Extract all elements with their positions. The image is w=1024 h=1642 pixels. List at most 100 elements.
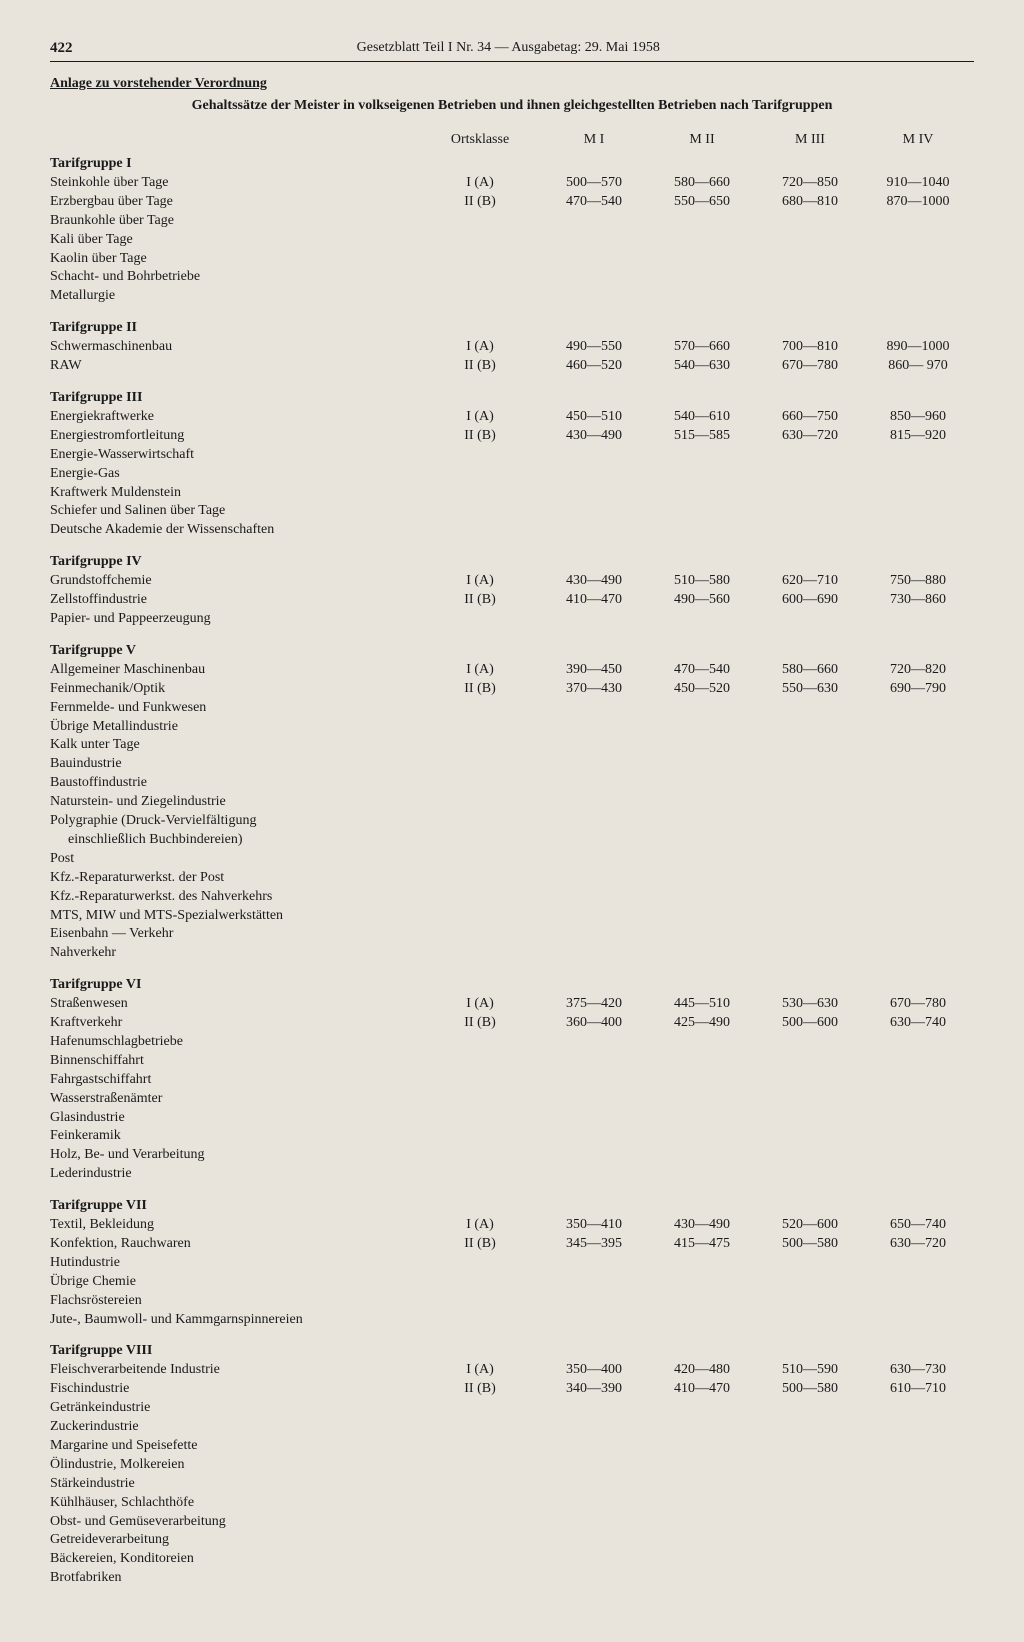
ortsklasse-column: I (A)II (B) — [420, 995, 540, 1184]
salary-range: 630—730 — [864, 1361, 972, 1380]
item-line: Bäckereien, Konditoreien — [50, 1550, 420, 1569]
salary-range: 815—920 — [864, 427, 972, 446]
salary-range: 370—430 — [540, 680, 648, 699]
items-column: Fleischverarbeitende IndustrieFischindus… — [50, 1361, 420, 1588]
m-column: 490—550460—520 — [540, 338, 648, 376]
group-title: Tarifgruppe I — [50, 156, 974, 172]
m-column: 620—710600—690 — [756, 572, 864, 629]
salary-range: 540—610 — [648, 408, 756, 427]
item-line: Textil, Bekleidung — [50, 1216, 420, 1235]
ortsklasse-value: I (A) — [420, 995, 540, 1014]
m-column: 670—780630—740 — [864, 995, 972, 1184]
salary-range: 470—540 — [648, 661, 756, 680]
data-column: I (A)II (B)490—550460—520570—660540—6307… — [420, 338, 972, 376]
m-column: 890—1000860— 970 — [864, 338, 972, 376]
group-body: StraßenwesenKraftverkehrHafenumschlagbet… — [50, 995, 974, 1184]
group-title: Tarifgruppe V — [50, 643, 974, 659]
items-column: EnergiekraftwerkeEnergiestromfortleitung… — [50, 408, 420, 540]
tarif-group: Tarifgruppe II SchwermaschinenbauRAWI (A)… — [50, 320, 974, 376]
m-column: 720—850680—810 — [756, 174, 864, 306]
item-line: Hutindustrie — [50, 1254, 420, 1273]
ortsklasse-value: I (A) — [420, 661, 540, 680]
items-column: Steinkohle über TageErzbergbau über Tage… — [50, 174, 420, 306]
salary-range: 500—600 — [756, 1014, 864, 1033]
m-column: 420—480410—470 — [648, 1361, 756, 1588]
item-line: Binnenschiffahrt — [50, 1052, 420, 1071]
item-line: Fahrgastschiffahrt — [50, 1071, 420, 1090]
salary-range: 390—450 — [540, 661, 648, 680]
ortsklasse-column: I (A)II (B) — [420, 174, 540, 306]
item-line: Straßenwesen — [50, 995, 420, 1014]
salary-range: 670—780 — [756, 357, 864, 376]
salary-range: 680—810 — [756, 193, 864, 212]
item-line: Ölindustrie, Molkereien — [50, 1456, 420, 1475]
salary-range: 425—490 — [648, 1014, 756, 1033]
ortsklasse-value: II (B) — [420, 1014, 540, 1033]
salary-range: 650—740 — [864, 1216, 972, 1235]
item-line: Getränkeindustrie — [50, 1399, 420, 1418]
salary-range: 670—780 — [864, 995, 972, 1014]
item-line: Fernmelde- und Funkwesen — [50, 699, 420, 718]
m-column: 530—630500—600 — [756, 995, 864, 1184]
item-line: Kfz.-Reparaturwerkst. des Nahverkehrs — [50, 888, 420, 907]
col-ortsklasse: Ortsklasse — [420, 132, 540, 148]
m-column: 430—490410—470 — [540, 572, 648, 629]
m-column: 350—410345—395 — [540, 1216, 648, 1329]
item-line: Zuckerindustrie — [50, 1418, 420, 1437]
tarif-group: Tarifgruppe III EnergiekraftwerkeEnergies… — [50, 390, 974, 540]
salary-range: 630—720 — [756, 427, 864, 446]
item-line: Erzbergbau über Tage — [50, 193, 420, 212]
salary-range: 410—470 — [540, 591, 648, 610]
salary-range: 600—690 — [756, 591, 864, 610]
item-line: Polygraphie (Druck-Vervielfältigung — [50, 812, 420, 831]
salary-range: 580—660 — [756, 661, 864, 680]
group-title: Tarifgruppe III — [50, 390, 974, 406]
item-line: MTS, MIW und MTS-Spezialwerkstätten — [50, 907, 420, 926]
item-line: Margarine und Speisefette — [50, 1437, 420, 1456]
m-column: 430—490415—475 — [648, 1216, 756, 1329]
data-column: I (A)II (B)500—570470—540580—660550—6507… — [420, 174, 972, 306]
item-line: Kaolin über Tage — [50, 250, 420, 269]
items-column: GrundstoffchemieZellstoffindustriePapier… — [50, 572, 420, 629]
item-line: Kalk unter Tage — [50, 736, 420, 755]
item-line: Fischindustrie — [50, 1380, 420, 1399]
m-column: 390—450370—430 — [540, 661, 648, 963]
ortsklasse-value: I (A) — [420, 1361, 540, 1380]
m-column: 500—570470—540 — [540, 174, 648, 306]
group-title: Tarifgruppe II — [50, 320, 974, 336]
salary-range: 870—1000 — [864, 193, 972, 212]
salary-range: 580—660 — [648, 174, 756, 193]
ortsklasse-value: I (A) — [420, 408, 540, 427]
salary-range: 350—400 — [540, 1361, 648, 1380]
item-line: Glasindustrie — [50, 1109, 420, 1128]
ortsklasse-value: II (B) — [420, 591, 540, 610]
item-line: Stärkeindustrie — [50, 1475, 420, 1494]
item-line: Kali über Tage — [50, 231, 420, 250]
item-line: Schiefer und Salinen über Tage — [50, 502, 420, 521]
salary-range: 500—580 — [756, 1380, 864, 1399]
m-column: 580—660550—630 — [756, 661, 864, 963]
item-line: Brotfabriken — [50, 1569, 420, 1588]
item-line: Kraftwerk Muldenstein — [50, 484, 420, 503]
salary-range: 610—710 — [864, 1380, 972, 1399]
salary-range: 375—420 — [540, 995, 648, 1014]
group-body: Steinkohle über TageErzbergbau über Tage… — [50, 174, 974, 306]
item-line: Obst- und Gemüseverarbeitung — [50, 1513, 420, 1532]
data-column: I (A)II (B)350—400340—390420—480410—4705… — [420, 1361, 972, 1588]
items-column: SchwermaschinenbauRAW — [50, 338, 420, 376]
ortsklasse-value: I (A) — [420, 174, 540, 193]
ortsklasse-column: I (A)II (B) — [420, 1361, 540, 1588]
salary-range: 460—520 — [540, 357, 648, 376]
m-column: 450—510430—490 — [540, 408, 648, 540]
ortsklasse-value: II (B) — [420, 1380, 540, 1399]
item-line: Jute-, Baumwoll- und Kammgarnspinnereien — [50, 1311, 420, 1330]
salary-range: 660—750 — [756, 408, 864, 427]
salary-range: 540—630 — [648, 357, 756, 376]
salary-range: 350—410 — [540, 1216, 648, 1235]
m-column: 650—740630—720 — [864, 1216, 972, 1329]
salary-range: 515—585 — [648, 427, 756, 446]
ortsklasse-column: I (A)II (B) — [420, 661, 540, 963]
ortsklasse-value: I (A) — [420, 338, 540, 357]
header-title: Gesetzblatt Teil I Nr. 34 — Ausgabetag: … — [73, 40, 945, 57]
m-column: 910—1040870—1000 — [864, 174, 972, 306]
